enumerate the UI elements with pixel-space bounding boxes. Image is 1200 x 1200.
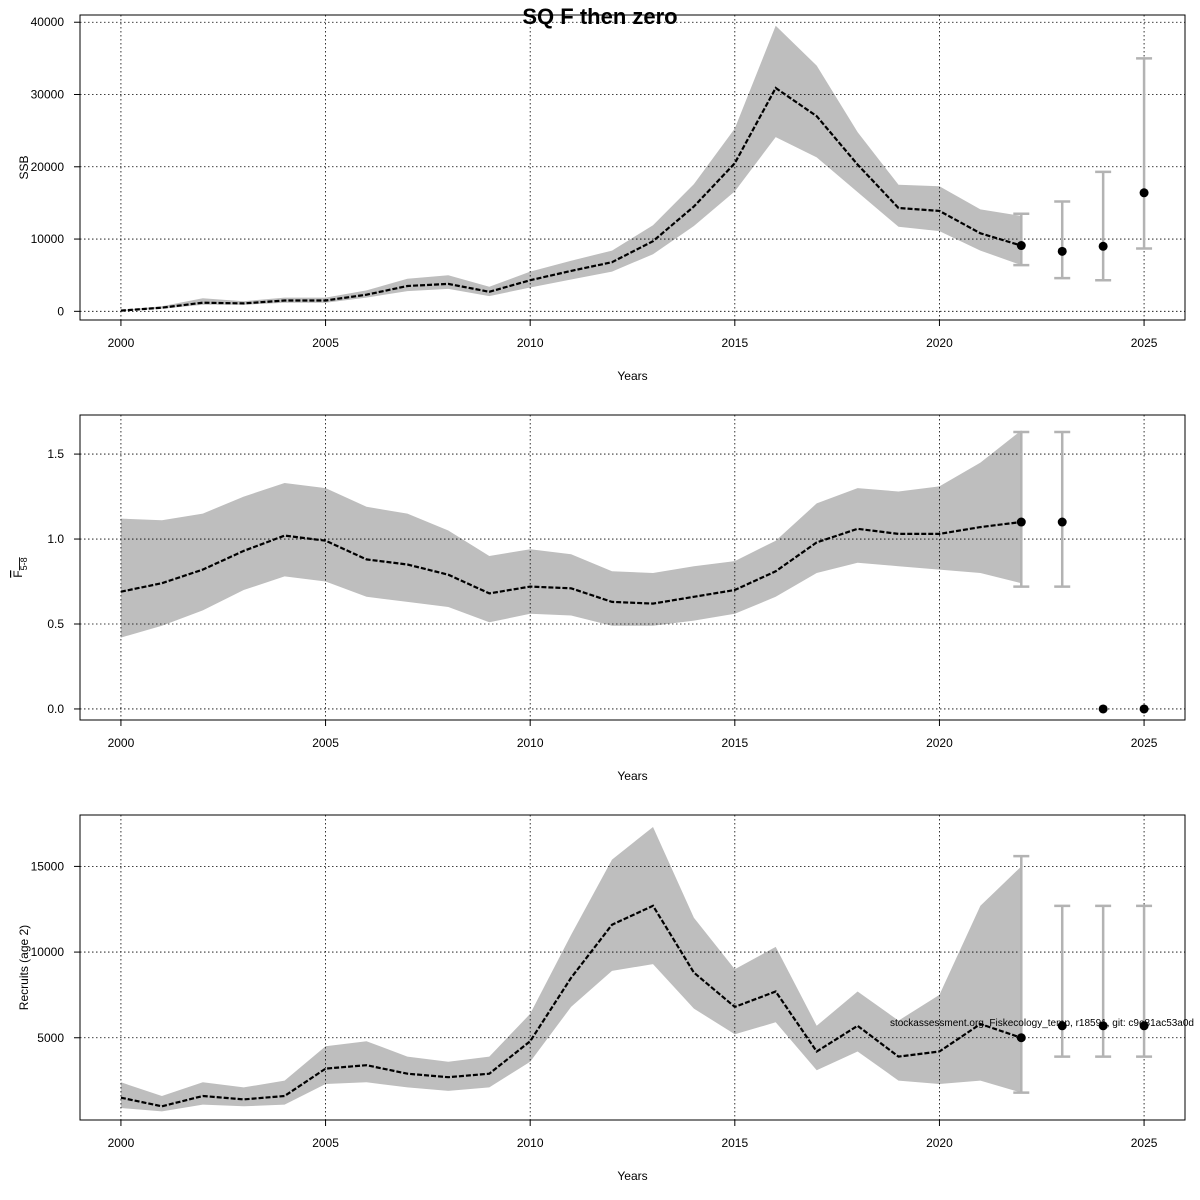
x-tick-label: 2000 [108, 336, 135, 350]
error-bar [1013, 212, 1030, 267]
y-tick-label: 0 [57, 304, 64, 318]
projection-point [1016, 517, 1026, 527]
projection-point [1057, 1021, 1067, 1031]
estimate-line [120, 86, 1022, 312]
error-bar [1095, 170, 1112, 282]
x-tick-label: 2010 [517, 336, 544, 350]
projection-point [1016, 241, 1026, 251]
recruits-panel: 2000 2005 2010 2015 2020 2025 5000 10000 15000 Ye… [17, 814, 1186, 1183]
x-tick-label: 2015 [721, 736, 748, 750]
grid-lines [80, 415, 1185, 720]
projection-point [1139, 704, 1149, 714]
x-tick-label: 2010 [517, 1136, 544, 1150]
y-tick-label: 10000 [31, 232, 65, 246]
x-axis-label: Years [617, 1169, 647, 1183]
plot-frame [79, 814, 1186, 1121]
projection-point [1139, 1021, 1149, 1031]
plot-frame [79, 14, 1186, 321]
x-axis-label: Years [617, 769, 647, 783]
error-bar [1095, 904, 1112, 1058]
y-axis-label: F5-8 [11, 557, 29, 577]
x-tick-label: 2005 [312, 336, 339, 350]
estimate-line [120, 520, 1022, 605]
x-tick-label: 2005 [312, 736, 339, 750]
error-bar [1054, 904, 1071, 1058]
y-axis-label: SSB [17, 155, 31, 179]
y-tick-label: 15000 [31, 859, 65, 873]
y-tick-label: 30000 [31, 88, 65, 102]
x-tick-label: 2000 [108, 1136, 135, 1150]
y-tick-label: 1.5 [47, 447, 64, 461]
ssb-panel: 2000 2005 2010 2015 2020 2025 0 10000 20000 30000… [17, 14, 1186, 383]
y-axis-label: Recruits (age 2) [17, 925, 31, 1010]
x-tick-label: 2025 [1131, 336, 1158, 350]
x-tick-label: 2025 [1131, 1136, 1158, 1150]
plot-frame [79, 414, 1186, 721]
projection-point [1057, 517, 1067, 527]
projection-point [1139, 188, 1149, 198]
y-tick-label: 1.0 [47, 532, 64, 546]
error-bar [1054, 200, 1071, 280]
x-tick-label: 2020 [926, 736, 953, 750]
error-bar [1054, 430, 1071, 588]
y-tick-label: 0.5 [47, 617, 64, 631]
y-tick-label: 5000 [37, 1031, 64, 1045]
y-tick-label: 20000 [31, 160, 65, 174]
confidence-band [120, 827, 1022, 1112]
error-bar [1136, 57, 1153, 250]
x-tick-label: 2025 [1131, 736, 1158, 750]
footer-stamp: stockassessment.org, Fiskecology_temp, r… [890, 1018, 1194, 1029]
fbar-panel: 2000 2005 2010 2015 2020 2025 0.0 0.5 1.0 1.5 Year… [11, 414, 1186, 783]
confidence-band [120, 430, 1022, 638]
error-bar [1013, 854, 1030, 1094]
x-tick-label: 2015 [721, 1136, 748, 1150]
error-bar [1136, 904, 1153, 1058]
chart-title: SQ F then zero [522, 4, 677, 29]
projection-point [1098, 1021, 1108, 1031]
x-tick-label: 2020 [926, 1136, 953, 1150]
projection-point [1098, 241, 1108, 251]
grid-lines [80, 15, 1185, 320]
y-tick-label: 0.0 [47, 702, 64, 716]
x-tick-label: 2005 [312, 1136, 339, 1150]
projection-point [1098, 704, 1108, 714]
y-tick-label: 10000 [31, 945, 65, 959]
x-tick-label: 2010 [517, 736, 544, 750]
projection-point [1016, 1033, 1026, 1043]
y-tick-label: 40000 [31, 15, 65, 29]
x-tick-label: 2015 [721, 336, 748, 350]
error-bar [1013, 430, 1030, 588]
x-axis-label: Years [617, 369, 647, 383]
confidence-band [120, 25, 1022, 312]
y-axis-label-subscript: 5-8 [19, 557, 29, 570]
projection-point [1057, 246, 1067, 256]
estimate-line [120, 904, 1022, 1108]
x-tick-label: 2020 [926, 336, 953, 350]
x-tick-label: 2000 [108, 736, 135, 750]
